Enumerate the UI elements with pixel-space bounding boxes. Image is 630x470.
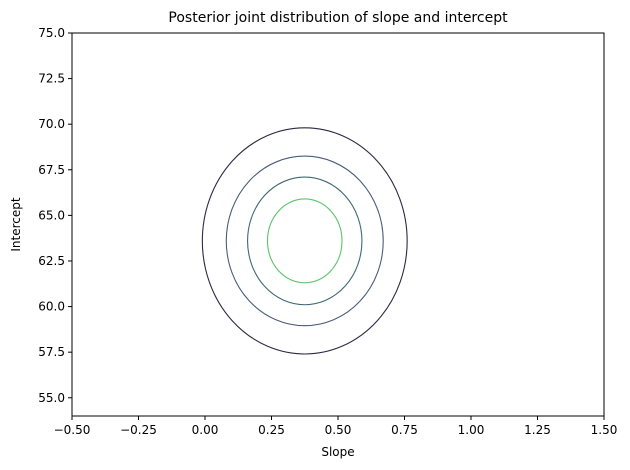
contour-level-2 [225,155,384,327]
y-tick-label: 57.5 [38,345,65,359]
x-tick-label: 0.50 [325,423,352,437]
x-tick-label: 0.25 [258,423,285,437]
y-tick-label: 72.5 [38,72,65,86]
y-tick-label: 65.0 [38,208,65,222]
y-axis-label: Intercept [9,197,23,252]
x-tick-label: 1.25 [524,423,551,437]
x-tick-label: 0.00 [192,423,219,437]
y-axis: 55.0 57.5 60.0 62.5 65.0 67.5 70.0 72.5 75.0 [38,26,72,405]
x-tick-label: −0.50 [54,423,91,437]
x-tick-label: 1.00 [458,423,485,437]
x-axis: −0.50 −0.25 0.00 0.25 0.50 0.75 1.00 1.25 1.50 [54,416,618,437]
y-tick-label: 60.0 [38,300,65,314]
y-tick-label: 55.0 [38,391,65,405]
x-tick-label: 0.75 [391,423,418,437]
x-tick-label: 1.50 [591,423,618,437]
y-tick-label: 75.0 [38,26,65,40]
contour-group [201,127,408,355]
plot-frame [71,32,605,417]
y-tick-label: 62.5 [38,254,65,268]
x-axis-label: Slope [321,445,354,459]
chart-title: Posterior joint distribution of slope an… [168,10,508,26]
contour-level-4 [266,198,343,284]
y-tick-label: 67.5 [38,163,65,177]
x-tick-label: −0.25 [120,423,157,437]
contour-level-3 [247,176,363,306]
y-tick-label: 70.0 [38,117,65,131]
contour-level-1 [201,127,408,355]
